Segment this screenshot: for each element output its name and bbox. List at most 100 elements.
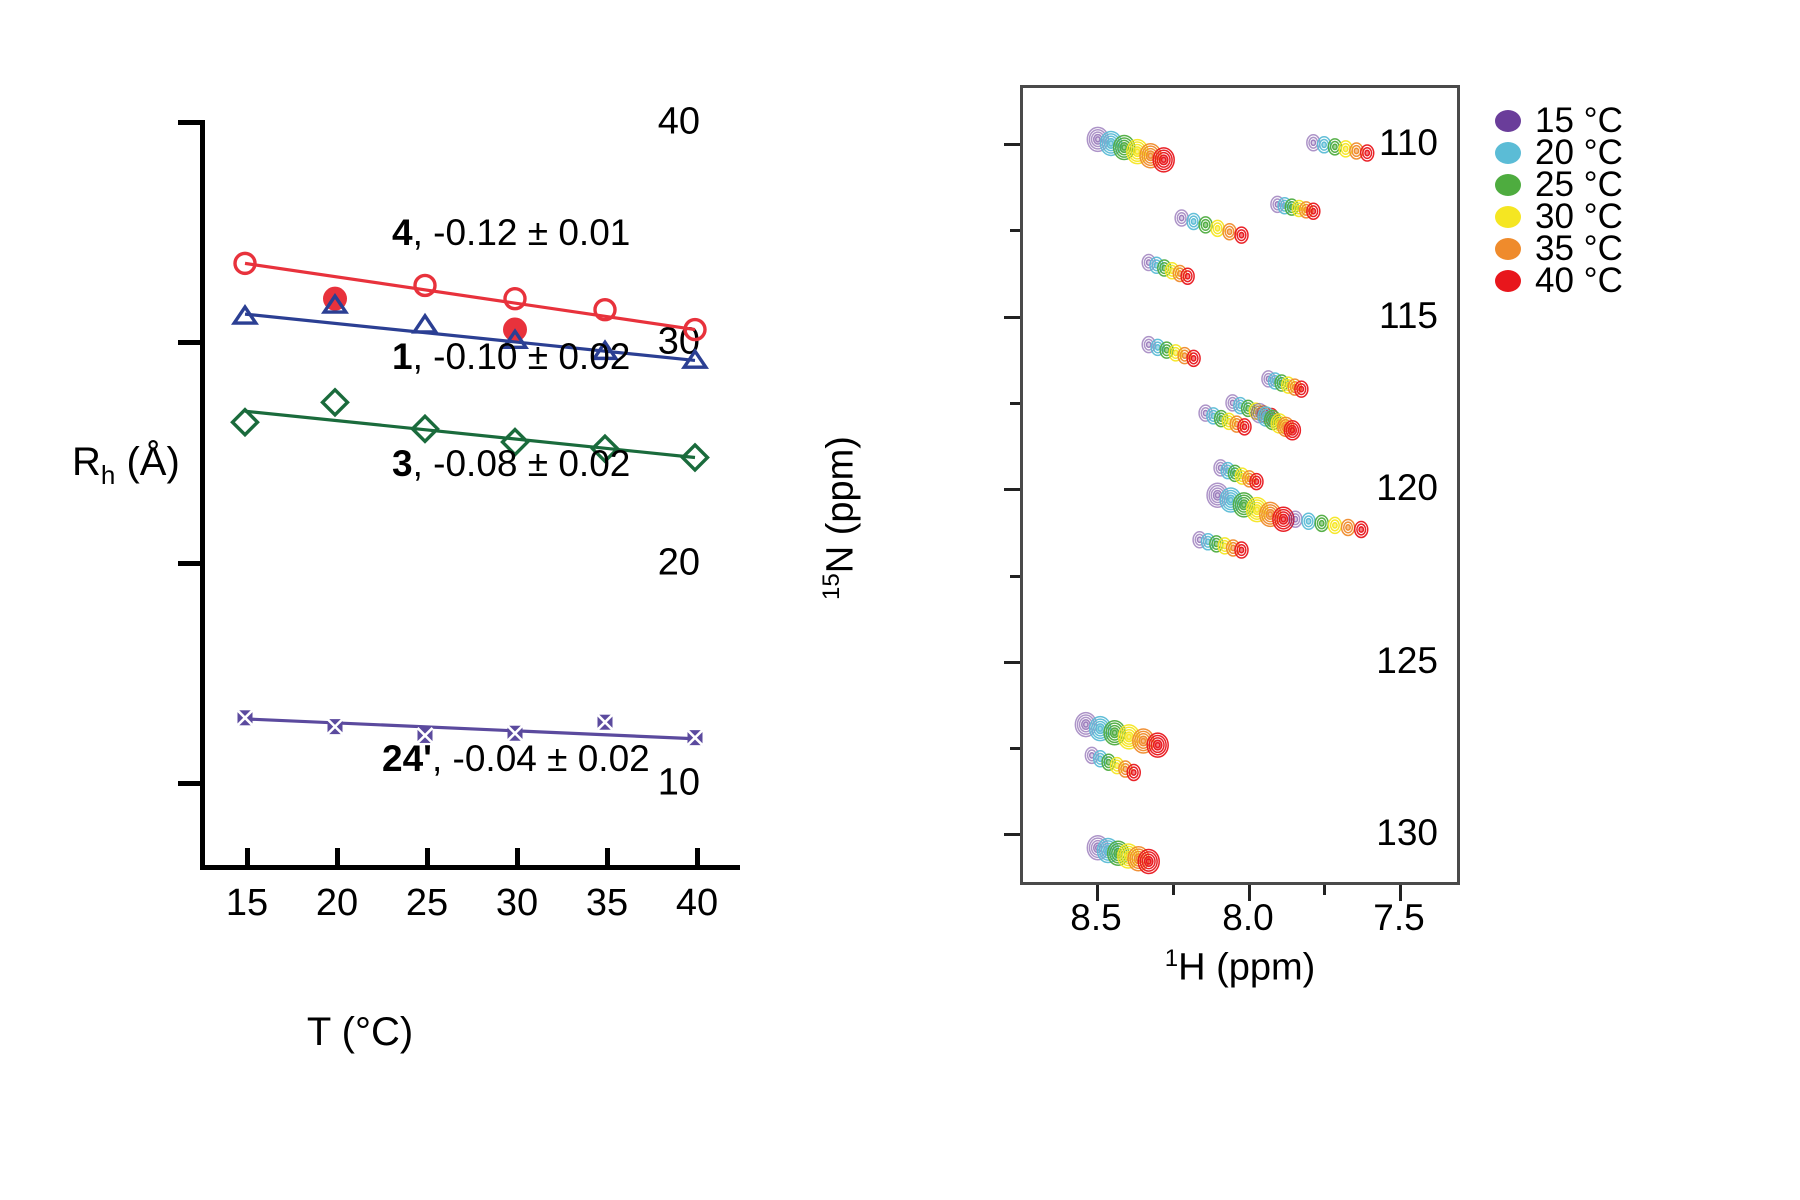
hsqc-peak-t15-temp5 [1152, 147, 1175, 173]
hsqc-peak-t5-temp5 [1353, 520, 1369, 539]
y-tick-125 [1004, 661, 1020, 664]
y-axis-label-15n-main: N (ppm) [819, 436, 862, 574]
marker-3 [500, 427, 530, 457]
legend-label-25c: 25 °C [1535, 165, 1623, 204]
legend-item-25c[interactable]: 25 °C [1495, 165, 1623, 204]
hsqc-peak-t10-temp5 [1294, 380, 1309, 398]
fit-line-24' [244, 717, 696, 741]
legend-item-30c[interactable]: 30 °C [1495, 199, 1623, 234]
marker-1 [591, 339, 619, 361]
y-tick-110 [1004, 143, 1020, 146]
legend-item-35c[interactable]: 35 °C [1495, 231, 1623, 266]
x-axis-label-1h-sup: 1 [1164, 945, 1179, 972]
fit-line-4 [244, 261, 696, 332]
hsqc-peak-t7-temp5 [1237, 418, 1252, 436]
marker-3 [410, 413, 440, 444]
hsqc-peak-t14-temp5 [1306, 202, 1321, 220]
x-tick-40 [695, 848, 700, 870]
hsqc-plot-frame [1020, 85, 1460, 885]
y-minor-tick-1 [1010, 229, 1020, 232]
marker-1 [321, 292, 349, 314]
legend-swatch-25c [1495, 174, 1521, 196]
y-minor-tick-2 [1010, 402, 1020, 405]
x-tick-35 [605, 848, 610, 870]
y-minor-tick-3 [1010, 575, 1020, 578]
hsqc-contour-plot [1074, 126, 1375, 875]
legend-label-40c: 40 °C [1535, 261, 1623, 300]
x-tick-label-25: 25 [405, 882, 449, 924]
annotation-series-3-slope: , -0.08 ± 0.02 [412, 443, 631, 484]
hsqc-peak-t16-temp0 [1306, 134, 1321, 152]
hsqc-axes: 110 115 120 125 130 8.5 8.0 7.5 [1004, 85, 1460, 938]
x-tick-20 [335, 848, 340, 870]
annotation-series-24prime: 24', -0.04 ± 0.02 [382, 738, 650, 780]
y-axis-label-rh-main: R [72, 440, 101, 484]
y-axis-line [200, 120, 205, 870]
annotation-series-4: 4, -0.12 ± 0.01 [392, 212, 630, 254]
hsqc-legend: 15 °C 20 °C 25 °C 30 °C 35 °C 40 °C [1495, 103, 1623, 300]
marker-1 [681, 348, 709, 369]
hsqc-peak-t12-temp5 [1180, 267, 1195, 285]
fit-line-3 [244, 409, 696, 460]
y-tick-label-125: 125 [1376, 640, 1438, 681]
marker-4 [413, 273, 437, 298]
data-plot-left [230, 251, 710, 747]
annotation-series-1-id: 1 [392, 336, 413, 377]
y-tick-label-10: 10 [657, 761, 700, 804]
y-minor-tick-4 [1010, 747, 1020, 750]
marker-4 [593, 298, 617, 322]
marker-3 [320, 387, 350, 418]
x-tick-25 [425, 848, 430, 870]
y-tick-10 [178, 781, 200, 786]
x-tick-label-30: 30 [495, 882, 539, 924]
hsqc-peak-t3-temp5 [1234, 541, 1249, 559]
y-tick-label-130: 130 [1376, 812, 1438, 853]
y-tick-label-115: 115 [1379, 295, 1438, 336]
y-axis-label-15n-sup: 15 [818, 573, 845, 600]
annotation-series-4-slope: , -0.12 ± 0.01 [412, 212, 631, 253]
marker-4 [233, 251, 257, 276]
y-tick-40 [178, 120, 200, 125]
marker-1 [501, 328, 529, 350]
legend-swatch-15c [1495, 110, 1521, 132]
marker-3 [590, 433, 620, 464]
hsqc-peak-t16-temp2 [1327, 138, 1343, 156]
y-axis-label-rh-sub: h [100, 460, 116, 490]
hsqc-peak-t11-temp1 [1150, 338, 1165, 357]
legend-swatch-35c [1495, 238, 1521, 260]
x-tick-label-35: 35 [585, 882, 629, 924]
hsqc-peak-t11-temp0 [1141, 335, 1156, 354]
x-axis-label-temperature: T (°C) [306, 1010, 414, 1054]
axes-left: 40 30 20 10 15 20 25 30 35 40 [178, 101, 740, 924]
annotation-series-24prime-slope: , -0.04 ± 0.02 [431, 738, 650, 779]
annotation-series-3-id: 3 [392, 443, 413, 484]
legend-item-40c[interactable]: 40 °C [1495, 261, 1623, 300]
hsqc-peak-t1-temp4 [1118, 760, 1133, 778]
y-tick-115 [1004, 316, 1020, 319]
legend-swatch-40c [1495, 270, 1521, 292]
panel-rh-vs-temperature: Rh (Å) T (°C) 40 30 20 10 15 20 25 [0, 0, 880, 1200]
hsqc-peak-t2-temp5 [1146, 732, 1169, 758]
x-axis-line [200, 865, 740, 870]
marker-3 [230, 407, 260, 438]
x-tick-30 [515, 848, 520, 870]
hsqc-peak-t6-temp5 [1249, 472, 1264, 491]
x-tick-label-15: 15 [225, 882, 269, 924]
hsqc-peak-t13-temp5 [1234, 226, 1249, 244]
x-tick-8p0 [1248, 885, 1251, 901]
y-axis-label-rh: Rh (Å) [72, 440, 180, 491]
x-minor-tick-1 [1172, 885, 1175, 895]
legend-item-20c[interactable]: 20 °C [1495, 135, 1623, 170]
x-tick-label-8p0: 8.0 [1222, 897, 1274, 938]
hsqc-peak-t16-temp5 [1359, 144, 1375, 162]
x-tick-label-20: 20 [315, 882, 359, 924]
y-tick-130 [1004, 833, 1020, 836]
y-tick-label-110: 110 [1379, 122, 1438, 163]
annotation-series-3: 3, -0.08 ± 0.02 [392, 443, 630, 485]
y-tick-20 [178, 561, 200, 566]
y-axis-label-rh-unit: (Å) [115, 440, 180, 484]
hsqc-peak-t9-temp5 [1283, 419, 1302, 441]
legend-item-15c[interactable]: 15 °C [1495, 103, 1623, 138]
annotation-series-4-id: 4 [392, 212, 413, 253]
x-minor-tick-2 [1323, 885, 1326, 895]
